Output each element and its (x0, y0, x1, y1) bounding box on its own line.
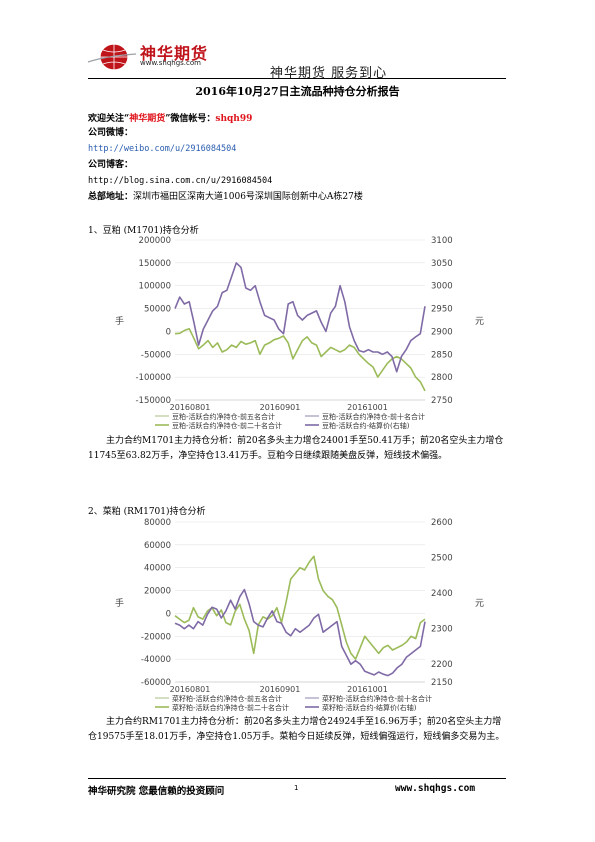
chart-background (105, 516, 505, 712)
x-tick-label: 20160901 (260, 685, 301, 694)
blog-label: 公司博客： (88, 160, 134, 170)
logo-text: 神华期货 (140, 44, 209, 63)
legend-label: 菜籽粕-活跃合约净持仓-前十名合计 (322, 694, 432, 703)
logo-globe-icon (87, 43, 137, 71)
footer-divider (88, 778, 506, 779)
y-tick-label: 0 (166, 609, 171, 619)
y2-tick-label: 3000 (431, 282, 453, 292)
chart-rapeseed-meal: 800006000040000200000-20000-40000-600002… (105, 516, 505, 712)
y2-tick-label: 2300 (431, 625, 453, 635)
section-heading-rapeseed-meal: 2、菜粕 (RM1701)持仓分析 (88, 507, 206, 517)
page-number: 1 (294, 784, 299, 792)
section-heading-soymeal: 1、豆粕 (M1701)持仓分析 (88, 226, 199, 236)
y-tick-label: -150000 (135, 396, 171, 406)
y-tick-label: -40000 (141, 655, 171, 665)
paragraph-soymeal: 主力合约M1701主力持仓分析：前20名多头主力增仓24001手至50.41万手… (88, 436, 504, 461)
x-tick-label: 20161001 (347, 403, 388, 412)
y-tick-label: 0 (166, 327, 171, 337)
y-tick-label: -20000 (141, 632, 171, 642)
y2-tick-label: 2200 (431, 660, 453, 670)
address-line: 总部地址：深圳市福田区深南大道1006号深圳国际创新中心A栋27楼 (88, 192, 363, 203)
y2-tick-label: 2400 (431, 589, 453, 599)
footer-tagline: 神华研究院 您最信赖的投资顾问 (88, 786, 225, 797)
y-tick-label: 50000 (144, 305, 171, 315)
y2-tick-label: 2600 (431, 518, 453, 528)
header-slogan: 神华期货 服务到心 (270, 66, 388, 81)
y-tick-label: 40000 (144, 564, 171, 574)
weibo-link[interactable]: http://weibo.com/u/2916084504 (88, 144, 237, 154)
chart-soymeal: 200000 150000 100000 50000 0 -50000 -100000 -15… (105, 234, 505, 430)
series-line-net-position-top20 (174, 555, 426, 660)
y-tick-label: -50000 (141, 350, 171, 360)
y2-axis-label: 元 (475, 599, 484, 609)
series-line-net-position-top20 (174, 327, 426, 392)
blog-link[interactable]: http://blog.sina.com.cn/u/2916084504 (88, 176, 273, 186)
follow-prefix: 欢迎关注“ (88, 114, 130, 124)
y2-tick-label: 2850 (431, 350, 453, 360)
y-tick-label: -100000 (135, 373, 171, 383)
y2-tick-label: 2900 (431, 327, 453, 337)
legend-label: 菜籽粕-活跃合约-结算价(右轴) (322, 703, 417, 712)
y-axis-label: 手 (115, 597, 124, 609)
y-tick-label: 150000 (139, 259, 171, 269)
address-text: 深圳市福田区深南大道1006号深圳国际创新中心A栋27楼 (133, 192, 363, 202)
legend-label: 豆粕-活跃合约-结算价(右轴) (322, 421, 410, 430)
x-tick-label: 20160801 (170, 403, 211, 412)
y2-tick-label: 2750 (431, 396, 453, 406)
y2-tick-label: 2800 (431, 373, 453, 383)
y2-tick-label: 3050 (431, 259, 453, 269)
y-axis-label: 手 (115, 315, 124, 327)
y2-axis-label: 元 (475, 317, 484, 327)
y2-tick-label: 2950 (431, 305, 453, 315)
legend-label: 菜籽粕-活跃合约净持仓-前五名合计 (172, 694, 282, 703)
follow-brand: 神华期货 (129, 114, 166, 124)
chart-background (105, 234, 505, 430)
y-tick-label: 200000 (139, 236, 171, 246)
follow-line: 欢迎关注“神华期货”微信帐号：shqh99 (88, 114, 252, 125)
legend-label: 豆粕-活跃合约净持仓-前二十名合计 (172, 421, 282, 430)
x-tick-label: 20160901 (260, 403, 301, 412)
y-tick-label: 20000 (144, 587, 171, 597)
y-tick-label: 80000 (144, 518, 171, 528)
legend-label: 豆粕-活跃合约净持仓-前十名合计 (322, 412, 425, 421)
header-divider (88, 78, 506, 79)
weibo-label: 公司微博： (88, 128, 134, 138)
y2-tick-label: 2500 (431, 554, 453, 564)
legend-label: 豆粕-活跃合约净持仓-前五名合计 (172, 412, 275, 421)
y-tick-label: 100000 (139, 282, 171, 292)
wechat-id: shqh99 (215, 114, 253, 124)
paragraph-rapeseed-meal: 主力合约RM1701主力持仓分析：前20名多头主力增仓24924手至16.96万… (88, 717, 505, 742)
x-tick-label: 20161001 (347, 685, 388, 694)
address-label: 总部地址： (88, 192, 134, 202)
footer-url[interactable]: www.shqhgs.com (395, 783, 476, 794)
report-title: 2016年10月27日主流品种持仓分析报告 (195, 85, 400, 98)
x-tick-label: 20160801 (170, 685, 211, 694)
y2-tick-label: 3100 (431, 236, 453, 246)
y-tick-label: -60000 (141, 678, 171, 688)
legend-label: 菜籽粕-活跃合约净持仓-前二十名合计 (172, 703, 289, 712)
logo-url: www.shqhgs.com (140, 59, 201, 67)
y2-tick-label: 2150 (431, 678, 453, 688)
series-line-settlement-price (174, 262, 426, 373)
series-line-settlement-price (174, 588, 426, 677)
y-tick-label: 60000 (144, 541, 171, 551)
follow-suffix: ”微信帐号： (165, 114, 216, 124)
